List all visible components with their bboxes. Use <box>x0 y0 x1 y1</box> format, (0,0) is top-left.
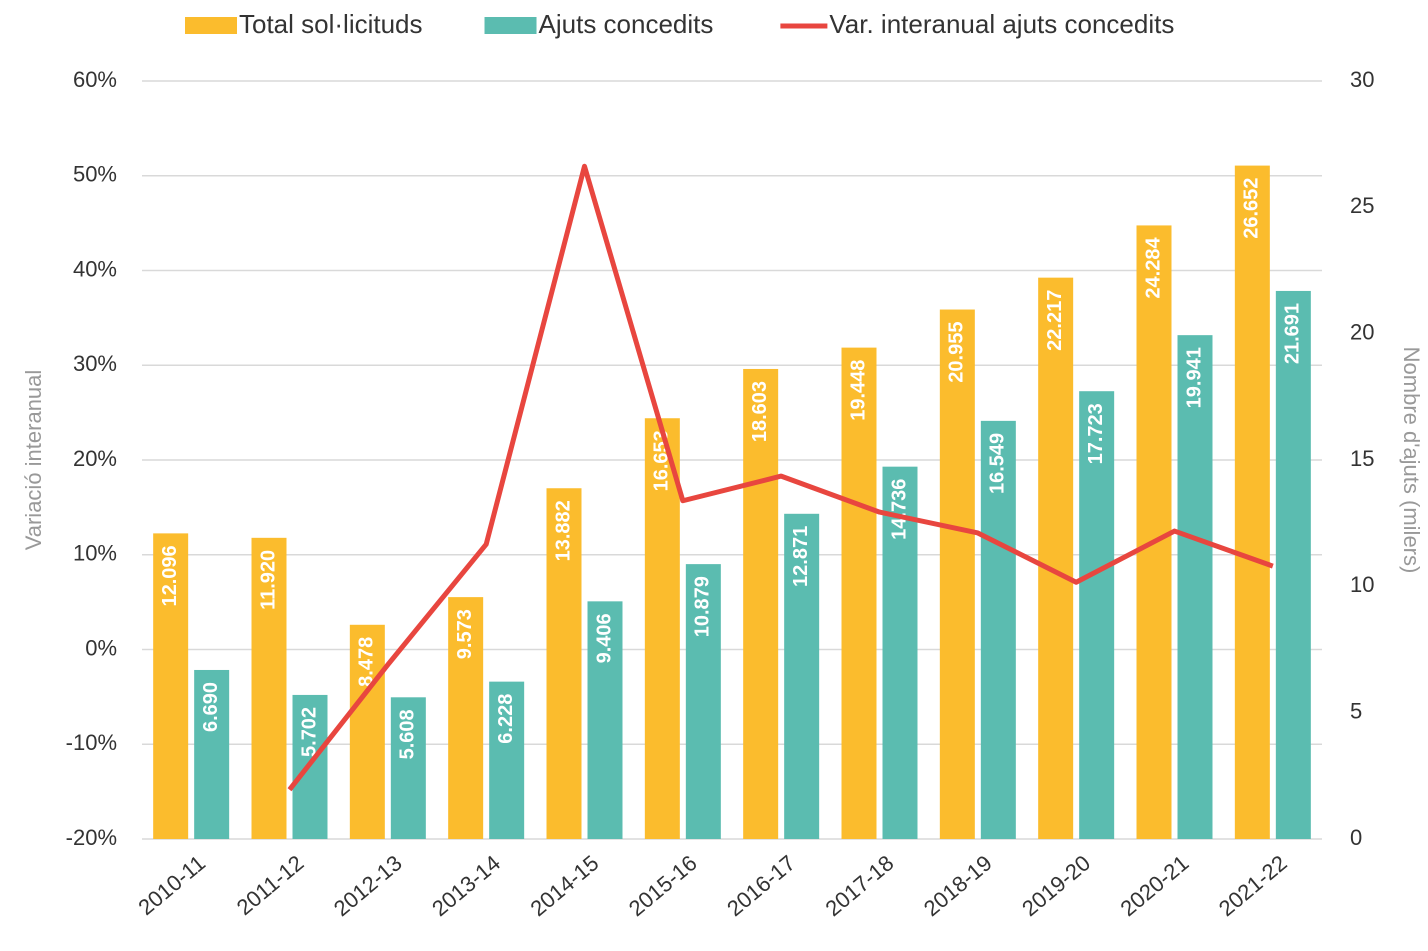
bar-value-label: 12.871 <box>790 526 812 587</box>
x-tick-label: 2016-17 <box>722 850 800 921</box>
y2-tick-label: 10 <box>1350 572 1374 597</box>
bar <box>644 418 680 839</box>
bar-value-label: 22.217 <box>1044 290 1066 351</box>
bar-value-label: 14.736 <box>888 479 910 540</box>
x-tick-label: 2018-19 <box>919 850 997 921</box>
bar <box>1234 165 1270 840</box>
bar-value-label: 13.882 <box>552 500 574 561</box>
bar-value-label: 17.723 <box>1085 403 1107 464</box>
bar <box>882 466 918 839</box>
bar-value-label: 26.652 <box>1241 178 1263 239</box>
bar-value-label: 12.096 <box>159 545 181 606</box>
y2-tick-label: 20 <box>1350 319 1374 344</box>
bar-value-label: 18.603 <box>749 381 771 442</box>
bar-value-label: 8.478 <box>356 637 378 687</box>
bar-value-label: 5.702 <box>298 707 320 757</box>
x-tick-label: 2015-16 <box>624 850 702 921</box>
bar <box>1079 391 1115 839</box>
bar-value-label: 21.691 <box>1282 303 1304 364</box>
bar <box>939 309 975 839</box>
y2-axis-label: Nombre d'ajuts (milers) <box>1399 347 1424 574</box>
y-axis-label: Variació interanual <box>21 370 46 551</box>
y2-tick-label: 0 <box>1350 825 1362 850</box>
legend-label: Total sol·licituds <box>239 9 423 39</box>
bar <box>390 697 426 839</box>
bar <box>1177 335 1213 839</box>
x-tick-label: 2013-14 <box>427 850 505 921</box>
y-tick-label: -20% <box>66 825 117 850</box>
legend-label: Var. interanual ajuts concedits <box>829 9 1174 39</box>
y2-tick-label: 15 <box>1350 446 1374 471</box>
y-tick-label: 50% <box>73 162 117 187</box>
x-tick-label: 2021-22 <box>1214 850 1292 921</box>
bar-value-label: 5.608 <box>397 709 419 759</box>
bar <box>153 533 189 839</box>
bar-value-label: 6.228 <box>495 694 517 744</box>
bar-value-label: 6.690 <box>200 682 222 732</box>
y2-tick-label: 5 <box>1350 698 1362 723</box>
y-tick-label: 40% <box>73 256 117 281</box>
legend-label: Ajuts concedits <box>539 9 714 39</box>
x-tick-label: 2017-18 <box>821 850 899 921</box>
bar <box>1038 277 1074 839</box>
bar-value-label: 24.284 <box>1142 237 1164 299</box>
y-tick-label: 20% <box>73 446 117 471</box>
y-tick-label: 30% <box>73 351 117 376</box>
bar-value-label: 19.448 <box>847 360 869 421</box>
bar <box>743 368 779 839</box>
bar <box>784 513 820 839</box>
x-tick-label: 2014-15 <box>526 850 604 921</box>
y-tick-label: 0% <box>85 635 117 660</box>
x-tick-label: 2019-20 <box>1017 850 1095 921</box>
bar-value-label: 19.941 <box>1183 347 1205 408</box>
legend-swatch <box>484 17 537 34</box>
bar-value-label: 10.879 <box>692 576 714 637</box>
bar <box>349 624 385 839</box>
bar <box>1275 290 1311 839</box>
legend-swatch <box>185 17 237 34</box>
x-tick-label: 2020-21 <box>1116 850 1194 921</box>
y2-tick-label: 30 <box>1350 67 1374 92</box>
bar <box>1136 225 1172 840</box>
line <box>287 163 1274 792</box>
y-tick-label: 10% <box>73 541 117 566</box>
bar <box>841 347 877 839</box>
x-tick-label: 2011-12 <box>232 850 309 920</box>
x-tick-label: 2012-13 <box>329 850 407 921</box>
bar-value-label: 9.573 <box>454 609 476 659</box>
bar-value-label: 16.549 <box>987 433 1009 494</box>
bar <box>448 597 484 839</box>
bar-value-label: 11.920 <box>257 550 279 610</box>
y-tick-label: 60% <box>73 67 117 92</box>
bar-value-label: 20.955 <box>946 322 968 383</box>
bar <box>546 488 582 839</box>
bar <box>980 420 1016 839</box>
bar <box>194 669 230 839</box>
bar <box>685 564 721 839</box>
bar <box>587 601 623 839</box>
bar-value-label: 9.406 <box>593 613 615 663</box>
bar <box>489 681 525 839</box>
bar <box>251 537 287 839</box>
x-tick-label: 2010-11 <box>133 850 210 920</box>
y-tick-label: -10% <box>66 730 117 755</box>
y2-tick-label: 25 <box>1350 193 1374 218</box>
